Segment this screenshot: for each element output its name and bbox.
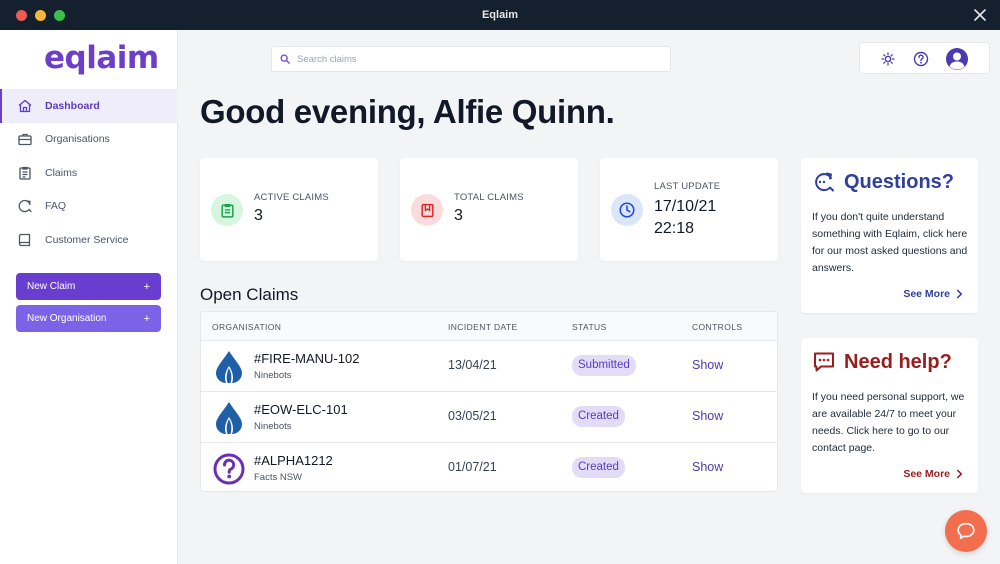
home-icon	[17, 98, 33, 114]
table-row[interactable]: #ALPHA1212 Facts NSW 01/07/21 Created Sh…	[201, 443, 777, 491]
column-header: INCIDENT DATE	[448, 322, 518, 332]
table-row[interactable]: #EOW-ELC-101 Ninebots 03/05/21 Created S…	[201, 392, 777, 443]
new-claim-label: New Claim	[27, 281, 76, 292]
book-icon	[17, 232, 33, 248]
plus-icon: +	[143, 312, 150, 325]
search-icon	[280, 54, 290, 64]
sidebar-item-label: Customer Service	[45, 233, 129, 246]
page-title: Good evening, Alfie Quinn.	[200, 93, 615, 130]
chat-refresh-icon	[17, 198, 33, 214]
stat-value: 17/10/21 22:18	[654, 196, 716, 240]
files-icon	[411, 194, 443, 226]
drop-logo-icon	[216, 351, 242, 383]
drop-logo-icon	[216, 402, 242, 434]
message-icon	[814, 352, 834, 372]
claim-organisation: Ninebots	[254, 421, 292, 432]
briefcase-icon	[17, 131, 33, 147]
claims-table: ORGANISATION INCIDENT DATE STATUS CONTRO…	[200, 311, 778, 492]
show-link[interactable]: Show	[692, 409, 724, 423]
help-header: Need help?	[812, 350, 952, 374]
stat-label: ACTIVE CLAIMS	[254, 192, 329, 203]
column-header: STATUS	[572, 322, 607, 332]
sidebar-item-claims[interactable]: Claims	[0, 156, 178, 190]
claim-id: #EOW-ELC-101	[254, 402, 348, 417]
window-controls	[16, 10, 65, 21]
clipboard-check-icon	[211, 194, 243, 226]
total-claims-card: TOTAL CLAIMS 3	[400, 158, 578, 261]
questions-see-more-link[interactable]: See More	[903, 288, 963, 300]
table-row[interactable]: #FIRE-MANU-102 Ninebots 13/04/21 Submitt…	[201, 341, 777, 392]
open-claims-title: Open Claims	[200, 285, 299, 304]
need-help-card[interactable]: Need help? If you need personal support,…	[801, 338, 978, 493]
help-icon[interactable]	[913, 51, 929, 67]
app-logo[interactable]: eqlaim	[44, 40, 159, 76]
claim-organisation: Facts NSW	[254, 472, 303, 483]
claim-organisation: Ninebots	[254, 370, 292, 381]
plus-icon: +	[143, 280, 150, 293]
questions-header: Questions?	[812, 170, 954, 194]
stat-value: 3	[254, 207, 263, 224]
chevron-right-icon	[956, 469, 963, 479]
incident-date: 03/05/21	[448, 409, 497, 423]
title-bar: Eqlaim	[0, 0, 1000, 30]
chevron-right-icon	[956, 289, 963, 299]
stat-label: TOTAL CLAIMS	[454, 192, 524, 203]
search-bar	[271, 46, 671, 72]
question-logo-icon	[213, 453, 245, 485]
header-actions	[859, 42, 990, 74]
sidebar-nav: Dashboard Organisations Claims FAQ Custo…	[0, 89, 178, 257]
claim-id: #FIRE-MANU-102	[254, 351, 360, 366]
close-window-button[interactable]	[16, 10, 27, 21]
user-avatar-icon[interactable]	[945, 47, 969, 71]
show-link[interactable]: Show	[692, 358, 724, 372]
sidebar: eqlaim Dashboard Organisations Claims FA…	[0, 30, 178, 564]
new-organisation-button[interactable]: New Organisation +	[16, 305, 161, 332]
help-body: If you need personal support, we are ava…	[812, 391, 965, 454]
sidebar-item-organisations[interactable]: Organisations	[0, 123, 178, 157]
see-more-label: See More	[903, 468, 950, 480]
show-link[interactable]: Show	[692, 460, 724, 474]
new-claim-button[interactable]: New Claim +	[16, 273, 161, 300]
last-update-date: 17/10/21	[654, 198, 717, 215]
chat-button[interactable]	[945, 510, 987, 552]
questions-card[interactable]: Questions? If you don't quite understand…	[801, 158, 978, 313]
new-organisation-label: New Organisation	[27, 313, 107, 324]
clipboard-icon	[17, 165, 33, 181]
sidebar-item-label: Organisations	[45, 133, 110, 146]
status-badge: Created	[572, 406, 625, 427]
questions-body: If you don't quite understand something …	[812, 211, 968, 274]
close-icon[interactable]	[972, 7, 988, 23]
search-input[interactable]	[297, 53, 647, 65]
see-more-label: See More	[903, 288, 950, 300]
stat-value: 3	[454, 207, 463, 224]
last-update-time: 22:18	[654, 220, 695, 237]
help-title: Need help?	[844, 350, 952, 373]
window-title: Eqlaim	[481, 9, 519, 21]
sun-icon[interactable]	[881, 52, 895, 66]
chat-refresh-icon	[815, 172, 834, 192]
maximize-window-button[interactable]	[54, 10, 65, 21]
column-header: ORGANISATION	[212, 322, 282, 332]
sidebar-item-dashboard[interactable]: Dashboard	[0, 89, 178, 123]
stat-label: LAST UPDATE	[654, 181, 721, 192]
clock-icon	[611, 194, 643, 226]
sidebar-item-faq[interactable]: FAQ	[0, 190, 178, 224]
sidebar-item-label: FAQ	[45, 200, 67, 213]
last-update-card: LAST UPDATE 17/10/21 22:18	[600, 158, 778, 261]
status-badge: Submitted	[572, 355, 636, 376]
questions-title: Questions?	[844, 170, 955, 193]
incident-date: 13/04/21	[448, 358, 497, 372]
sidebar-item-label: Dashboard	[45, 99, 100, 112]
help-see-more-link[interactable]: See More	[903, 468, 963, 480]
sidebar-item-customer-service[interactable]: Customer Service	[0, 223, 178, 257]
table-header: ORGANISATION INCIDENT DATE STATUS CONTRO…	[201, 312, 777, 341]
chat-bubble-icon	[957, 522, 975, 540]
active-claims-card: ACTIVE CLAIMS 3	[200, 158, 378, 261]
status-badge: Created	[572, 457, 625, 478]
minimize-window-button[interactable]	[35, 10, 46, 21]
incident-date: 01/07/21	[448, 460, 497, 474]
claim-id: #ALPHA1212	[254, 453, 333, 468]
sidebar-item-label: Claims	[45, 166, 78, 179]
column-header: CONTROLS	[692, 322, 743, 332]
